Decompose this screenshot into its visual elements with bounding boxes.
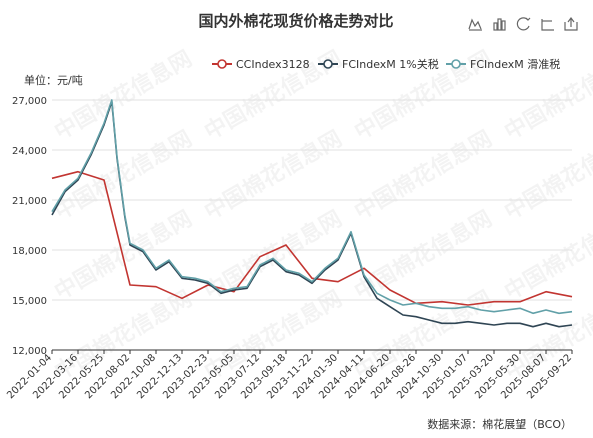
y-axis: 12,000 15,000 18,000 21,000 24,000 27,000 <box>12 96 47 357</box>
line-chart-icon[interactable] <box>468 18 482 31</box>
watermark-text: 中国棉花信息网 <box>50 46 196 146</box>
y-tick-label: 12,000 <box>12 346 47 357</box>
legend-label: FCIndexM 滑准税 <box>470 57 560 71</box>
legend-item-2[interactable]: FCIndexM 1%关税 <box>318 57 439 71</box>
legend-label: FCIndexM 1%关税 <box>342 57 439 71</box>
source-note: 数据来源：棉花展望（BCO） <box>427 417 572 431</box>
toolbox <box>468 17 578 31</box>
watermark-layer: 中国棉花信息网中国棉花信息网中国棉花信息网中国棉花信息网中国棉花信息网中国棉花信… <box>50 46 593 386</box>
bar-chart-icon[interactable] <box>493 18 506 31</box>
series-line-3 <box>51 99 573 315</box>
series-line-2 <box>51 100 573 328</box>
save-image-icon[interactable] <box>564 17 578 31</box>
y-tick-label: 24,000 <box>12 146 47 157</box>
y-tick-label: 27,000 <box>12 96 47 107</box>
legend-item-1[interactable]: CCIndex3128 <box>212 58 310 71</box>
series-lines <box>51 99 573 328</box>
legend: CCIndex3128 FCIndexM 1%关税 FCIndexM 滑准税 <box>212 57 560 71</box>
watermark-text: 中国棉花信息网 <box>200 126 346 226</box>
legend-circle-marker <box>451 59 461 69</box>
legend-label: CCIndex3128 <box>236 58 310 71</box>
unit-label: 单位：元/吨 <box>24 73 83 87</box>
legend-circle-marker <box>323 59 333 69</box>
y-tick-label: 15,000 <box>12 296 47 307</box>
y-tick-label: 21,000 <box>12 196 47 207</box>
watermark-text: 中国棉花信息网 <box>350 126 496 226</box>
legend-item-3[interactable]: FCIndexM 滑准税 <box>446 57 560 71</box>
watermark-text: 中国棉花信息网 <box>50 286 196 386</box>
y-tick-label: 18,000 <box>12 246 47 257</box>
data-view-icon[interactable] <box>541 19 554 31</box>
watermark-text: 中国棉花信息网 <box>200 206 346 306</box>
legend-circle-marker <box>217 59 227 69</box>
restore-icon[interactable] <box>516 17 531 31</box>
chart-title: 国内外棉花现货价格走势对比 <box>198 12 393 30</box>
series-line-1 <box>51 170 573 306</box>
